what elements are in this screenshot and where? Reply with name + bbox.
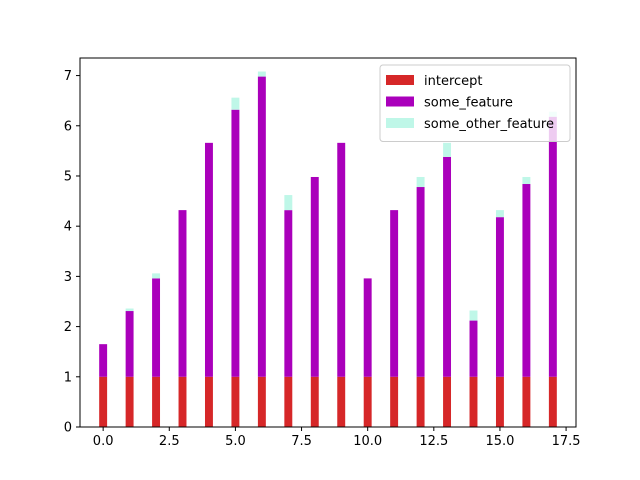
bar-intercept-12 <box>416 376 425 427</box>
y-tick-label: 4 <box>64 220 72 235</box>
bar-some-other-feature-2 <box>152 273 161 279</box>
bar-intercept-15 <box>495 376 504 427</box>
bar-intercept-2 <box>152 376 161 427</box>
x-tick-label: 17.5 <box>552 434 581 449</box>
bar-intercept-17 <box>548 376 557 427</box>
bar-intercept-1 <box>125 376 134 427</box>
bar-some-feature-2 <box>152 278 161 377</box>
bar-some-feature-3 <box>178 210 187 377</box>
x-axis: 0.0 2.5 5.0 7.5 10.0 12.5 15.0 17.5 <box>93 427 581 449</box>
y-tick-label: 3 <box>64 270 72 285</box>
legend-label-some-other-feature: some_other_feature <box>424 117 554 132</box>
bar-some-feature-6 <box>257 76 266 377</box>
x-tick-label: 10.0 <box>353 434 382 449</box>
bar-intercept-16 <box>522 376 531 427</box>
bar-intercept-7 <box>284 376 293 427</box>
bar-intercept-13 <box>443 376 452 427</box>
bar-some-feature-13 <box>443 156 452 377</box>
legend: intercept some_feature some_other_feature <box>379 64 571 142</box>
bar-some-feature-12 <box>416 187 425 377</box>
x-tick-label: 0.0 <box>93 434 114 449</box>
bar-some-other-feature-13 <box>443 142 452 157</box>
y-axis: 0 1 2 3 4 5 6 7 <box>64 69 80 436</box>
bar-some-feature-7 <box>284 210 293 377</box>
legend-swatch-some-feature <box>386 96 414 107</box>
plot-frame <box>79 57 577 428</box>
bar-some-other-feature-12 <box>416 176 425 188</box>
bar-some-other-feature-7 <box>284 195 293 211</box>
bar-some-feature-9 <box>337 142 346 377</box>
bar-some-feature-4 <box>204 142 213 377</box>
bar-some-feature-16 <box>522 184 531 377</box>
bar-some-feature-11 <box>390 210 399 377</box>
bar-some-feature-8 <box>310 176 319 377</box>
bar-intercept-5 <box>231 376 240 427</box>
bar-some-other-feature-6 <box>257 71 266 77</box>
bar-intercept-14 <box>469 376 478 427</box>
bar-intercept-4 <box>204 376 213 427</box>
bar-some-feature-14 <box>469 320 478 377</box>
legend-swatch-some-other-feature <box>386 118 414 128</box>
bar-some-feature-5 <box>231 109 240 377</box>
bar-some-feature-0 <box>99 344 108 377</box>
x-tick-label: 15.0 <box>485 434 514 449</box>
bar-some-other-feature-15 <box>495 210 504 218</box>
bar-intercept-3 <box>178 376 187 427</box>
x-tick-label: 5.0 <box>225 434 246 449</box>
bar-some-feature-1 <box>125 311 134 377</box>
y-tick-label: 6 <box>64 119 72 134</box>
bar-some-other-feature-16 <box>522 176 531 185</box>
bar-some-other-feature-14 <box>469 310 478 321</box>
legend-label-some-feature: some_feature <box>424 96 513 111</box>
bar-intercept-11 <box>390 376 399 427</box>
bar-some-feature-17 <box>548 116 557 377</box>
x-tick-label: 12.5 <box>419 434 448 449</box>
legend-box <box>379 64 571 142</box>
y-tick-label: 0 <box>64 421 72 436</box>
bar-some-feature-10 <box>363 278 372 377</box>
bar-some-feature-15 <box>495 217 504 377</box>
y-tick-label: 1 <box>64 370 72 385</box>
bar-intercept-10 <box>363 376 372 427</box>
bar-intercept-9 <box>337 376 346 427</box>
y-tick-label: 7 <box>64 69 72 84</box>
y-tick-label: 2 <box>64 320 72 335</box>
x-tick-label: 2.5 <box>159 434 180 449</box>
bars <box>99 71 557 427</box>
bar-intercept-8 <box>310 376 319 427</box>
bar-some-other-feature-1 <box>125 308 134 312</box>
x-tick-label: 7.5 <box>291 434 312 449</box>
legend-swatch-intercept <box>386 75 414 85</box>
y-tick-label: 5 <box>64 169 72 184</box>
bar-intercept-0 <box>99 376 108 427</box>
legend-label-intercept: intercept <box>424 74 483 89</box>
bar-intercept-6 <box>257 376 266 427</box>
bar-some-other-feature-5 <box>231 97 240 110</box>
